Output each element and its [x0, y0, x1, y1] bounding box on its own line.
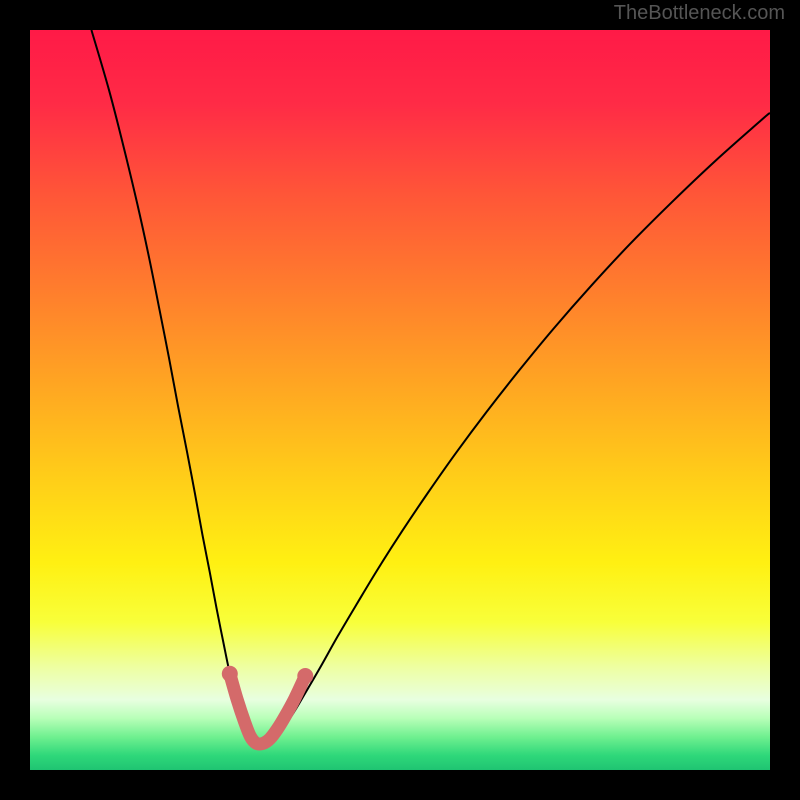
- valley-marker-dot-0: [222, 666, 238, 682]
- chart-svg: [0, 0, 800, 800]
- chart-container: TheBottleneck.com: [0, 0, 800, 800]
- watermark-text: TheBottleneck.com: [614, 2, 785, 25]
- valley-marker-dot-1: [297, 668, 313, 684]
- plot-background: [30, 30, 770, 770]
